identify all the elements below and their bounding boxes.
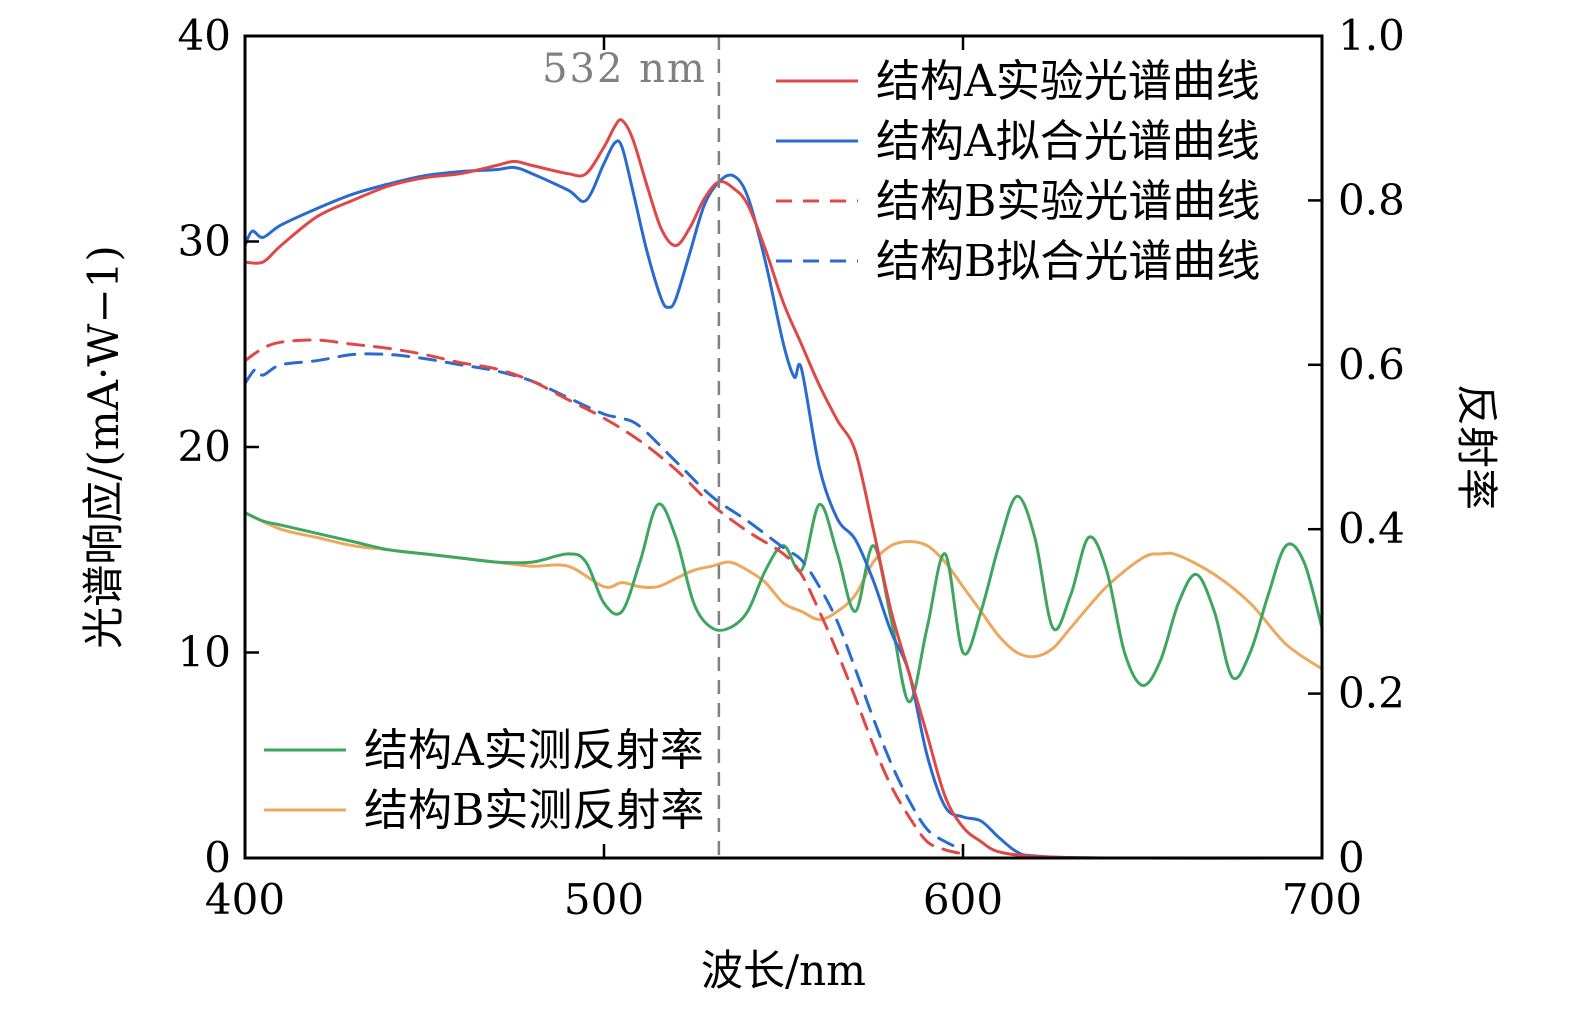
legend-label-5: 结构A实测反射率 — [364, 725, 704, 776]
x-tick-label-1: 500 — [564, 875, 644, 924]
y-right-tick-label-3: 0.6 — [1338, 340, 1405, 389]
y-axis-left-title: 光谱响应/(mA·W−1) — [79, 245, 128, 649]
legend-label-2: 结构A拟合光谱曲线 — [876, 116, 1260, 167]
y-left-tick-label-1: 10 — [178, 628, 231, 677]
x-tick-label-3: 700 — [1282, 875, 1362, 924]
x-tick-label-0: 400 — [205, 875, 285, 924]
legend-label-3: 结构B实验光谱曲线 — [876, 176, 1260, 227]
legend-label-6: 结构B实测反射率 — [364, 785, 704, 836]
y-right-tick-label-5: 1.0 — [1338, 11, 1405, 60]
y-left-tick-label-3: 30 — [178, 217, 231, 266]
y-left-tick-label-2: 20 — [178, 422, 231, 471]
x-tick-label-2: 600 — [923, 875, 1003, 924]
legend-label-1: 结构A实验光谱曲线 — [876, 56, 1260, 107]
series-line-5 — [243, 494, 1324, 704]
marker-532nm-label: 532 nm — [542, 46, 707, 92]
y-axis-right-title: 反射率 — [1452, 384, 1501, 510]
series-line-3 — [243, 338, 965, 856]
y-left-tick-label-4: 40 — [178, 11, 231, 60]
y-right-tick-label-2: 0.4 — [1338, 504, 1405, 553]
y-right-tick-label-4: 0.8 — [1338, 175, 1405, 224]
series-line-6 — [243, 511, 1324, 671]
y-right-tick-label-1: 0.2 — [1338, 669, 1405, 718]
legend-label-4: 结构B拟合光谱曲线 — [876, 236, 1260, 287]
series-lines — [243, 118, 1324, 860]
y-left-tick-label-0: 0 — [204, 833, 231, 882]
series-line-4 — [243, 352, 965, 852]
y-right-tick-label-0: 0 — [1338, 833, 1365, 882]
x-axis-title: 波长/nm — [701, 946, 866, 995]
series-line-2 — [243, 139, 1324, 860]
series-line-1 — [243, 118, 1324, 860]
